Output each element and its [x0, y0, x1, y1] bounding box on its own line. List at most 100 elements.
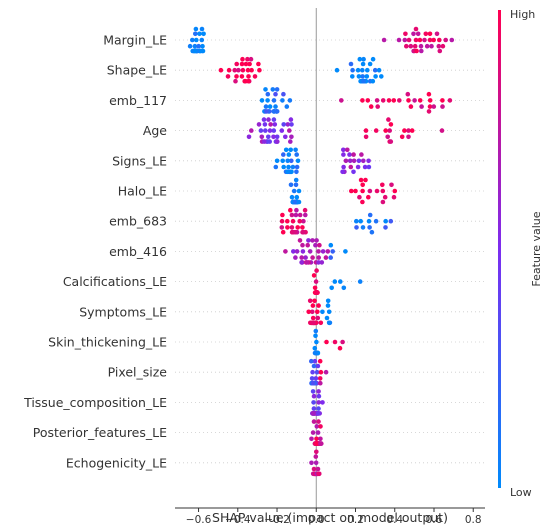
shap-point [353, 188, 358, 194]
shap-point [314, 268, 319, 273]
shap-point [249, 67, 254, 73]
shap-point [311, 363, 317, 369]
shap-point [362, 164, 368, 170]
shap-point [194, 37, 199, 43]
shap-point [199, 37, 205, 43]
feature-label: Echogenicity_LE [66, 455, 167, 470]
shap-point [314, 449, 319, 455]
shap-point [315, 430, 321, 435]
shap-point [286, 164, 291, 170]
shap-point [290, 218, 296, 224]
shap-point [334, 67, 340, 73]
shap-point [365, 67, 370, 73]
shap-point [360, 74, 365, 79]
shap-point [280, 212, 285, 218]
shap-point [325, 249, 331, 254]
shap-point [339, 98, 344, 103]
shap-point [360, 98, 365, 103]
feature-label: Signs_LE [112, 153, 167, 168]
shap-point [397, 98, 402, 103]
shap-point [341, 285, 347, 291]
shap-point [291, 188, 297, 194]
feature-label: Posterior_features_LE [33, 425, 167, 440]
shap-point [318, 424, 323, 429]
shap-point [310, 430, 316, 435]
shap-point [360, 182, 366, 188]
shap-point [324, 339, 329, 345]
shap-point [286, 152, 292, 157]
shap-point [246, 134, 252, 140]
shap-point [293, 182, 299, 188]
shap-point [310, 303, 316, 308]
shap-point [261, 117, 267, 122]
shap-point [294, 207, 299, 213]
shap-point [285, 122, 291, 127]
shap-point [374, 188, 380, 194]
shap-point [340, 339, 345, 345]
shap-point [303, 255, 308, 260]
shap-point [399, 134, 405, 140]
shap-point [361, 56, 366, 62]
shap-point [304, 260, 310, 265]
shap-point [311, 406, 317, 411]
shap-point [337, 345, 343, 351]
x-axis-title: SHAP value (impact on model output) [212, 510, 448, 525]
shap-point [280, 158, 286, 164]
shap-point [310, 389, 316, 394]
shap-point [405, 91, 411, 97]
shap-point [201, 31, 206, 37]
shap-point [274, 134, 280, 140]
shap-point [427, 98, 433, 103]
shap-point [234, 61, 239, 67]
shap-point [391, 194, 397, 200]
shap-point [350, 67, 355, 73]
shap-point [385, 134, 391, 140]
shap-point [376, 67, 382, 73]
shap-point [314, 424, 320, 429]
shap-point [263, 104, 269, 109]
shap-point [383, 218, 389, 224]
shap-point [341, 147, 346, 153]
shap-point [300, 249, 306, 254]
shap-point [315, 466, 321, 472]
feature-row [309, 419, 324, 446]
shap-point [192, 43, 198, 49]
shap-point [264, 109, 269, 114]
shap-point [293, 255, 298, 260]
shap-point [313, 328, 319, 334]
shap-point [360, 199, 365, 205]
feature-label: Calcifications_LE [63, 274, 167, 289]
feature-row [246, 117, 445, 144]
shap-point [309, 460, 314, 466]
shap-point [196, 43, 201, 49]
x-tick-label: 0.4 [386, 514, 403, 526]
shap-point [370, 78, 376, 84]
shap-point [302, 207, 308, 213]
shap-point [226, 67, 232, 73]
shap-point [284, 104, 290, 109]
shap-point [440, 98, 445, 103]
shap-point [283, 147, 289, 153]
shap-point [293, 229, 298, 235]
shap-point [311, 419, 317, 424]
feature-label: Skin_thickening_LE [48, 335, 167, 350]
shap-point [396, 37, 402, 43]
shap-point [294, 169, 299, 175]
shap-point [325, 303, 331, 308]
shap-point [297, 212, 303, 218]
shap-point [354, 218, 359, 224]
shap-point [383, 128, 389, 133]
shap-point [351, 152, 356, 157]
shap-point [309, 436, 314, 442]
shap-point [256, 122, 262, 127]
shap-point [318, 320, 324, 326]
shap-point [280, 229, 286, 235]
shap-point [360, 67, 365, 73]
shap-point [368, 104, 374, 109]
shap-point [257, 67, 262, 73]
shap-point [190, 37, 195, 43]
feature-label: emb_683 [109, 214, 167, 229]
shap-point [309, 358, 314, 364]
shap-point [406, 128, 411, 133]
shap-point [316, 406, 321, 411]
